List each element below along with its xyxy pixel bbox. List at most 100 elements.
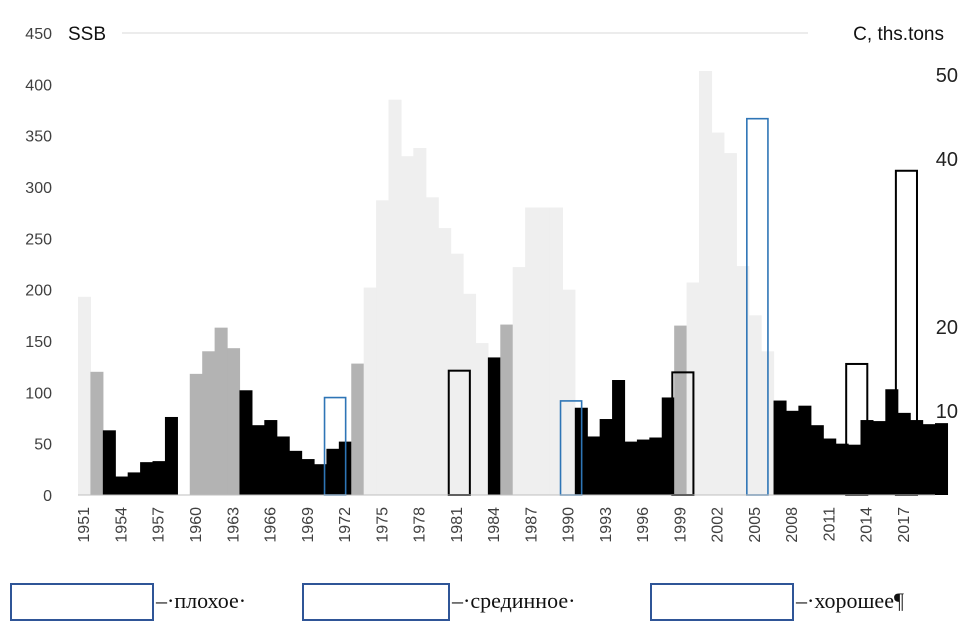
ssb-bar-1985 <box>500 324 514 495</box>
ssb-bar-1975 <box>376 200 390 495</box>
right-tick-10: 10 <box>936 401 958 423</box>
ssb-bar-1967 <box>276 436 290 495</box>
right-tick-20: 20 <box>936 317 958 339</box>
ssb-bar-1979 <box>425 197 439 495</box>
ssb-bar-1963 <box>227 348 241 495</box>
x-tick-1966: 1966 <box>263 507 280 543</box>
ssb-bar-1954 <box>115 476 129 495</box>
legend-label-good: –·хорошее¶ <box>796 588 904 613</box>
ssb-bar-1984 <box>487 357 501 495</box>
left-tick-50: 50 <box>34 437 52 454</box>
ssb-bar-1969 <box>301 459 315 495</box>
x-tick-1951: 1951 <box>76 507 93 543</box>
ssb-bar-1953 <box>102 430 116 495</box>
chart: 0 50 100 150 200 250 300 350 400 450 10 20 40 50 195… <box>25 24 958 543</box>
left-tick-250: 250 <box>25 231 52 248</box>
legend-label-medium: –·срединное· <box>452 588 576 613</box>
ssb-bar-2003 <box>723 153 737 495</box>
x-tick-1984: 1984 <box>486 507 503 543</box>
legend-swatch-medium <box>302 583 450 621</box>
ssb-bar-1952 <box>90 371 104 495</box>
ssb-bar-1992 <box>587 436 601 495</box>
x-tick-1999: 1999 <box>672 507 689 543</box>
ssb-bar-2010 <box>810 425 824 495</box>
legend: –·плохое· –·срединное· –·хорошее¶ <box>0 578 965 628</box>
ssb-bar-1973 <box>351 363 365 495</box>
ssb-bar-1986 <box>512 267 526 495</box>
ssb-bar-1968 <box>289 450 303 495</box>
legend-swatch-good <box>650 583 794 621</box>
left-tick-450: 450 <box>25 26 52 43</box>
ssb-bar-1951 <box>78 296 92 495</box>
ssb-bar-1965 <box>251 425 265 495</box>
ssb-bar-2008 <box>785 410 799 495</box>
ssb-bar-1996 <box>636 439 650 495</box>
ssb-bar-2011 <box>823 438 837 495</box>
x-tick-1981: 1981 <box>449 507 466 543</box>
left-tick-400: 400 <box>25 77 52 94</box>
ssb-bar-1964 <box>239 390 253 495</box>
ssb-bar-1971 <box>326 448 340 495</box>
legend-swatch-poor <box>10 583 154 621</box>
ssb-bar-1955 <box>127 472 141 495</box>
right-axis-title: C, ths.tons <box>853 24 944 45</box>
x-tick-2014: 2014 <box>859 507 876 543</box>
right-tick-40: 40 <box>936 149 958 171</box>
x-tick-1993: 1993 <box>598 507 615 543</box>
x-tick-1963: 1963 <box>225 507 242 543</box>
left-tick-100: 100 <box>25 385 52 402</box>
ssb-bar-1958 <box>164 416 178 495</box>
ssb-bar-2017 <box>897 412 911 495</box>
ssb-bar-1995 <box>624 441 638 495</box>
x-tick-1996: 1996 <box>635 507 652 543</box>
ssb-bar-1977 <box>400 156 414 495</box>
ssb-bar-1994 <box>612 380 626 495</box>
ssb-bar-1997 <box>649 437 663 495</box>
left-tick-200: 200 <box>25 283 52 300</box>
ssb-bars <box>78 70 949 496</box>
x-tick-2005: 2005 <box>747 507 764 543</box>
x-tick-1975: 1975 <box>374 507 391 543</box>
x-axis-ticks: 1951 1954 1957 1960 1963 1966 1969 1972 1975 1978… <box>76 507 913 543</box>
legend-label-poor: –·плохое· <box>156 588 247 613</box>
x-tick-2011: 2011 <box>821 507 838 542</box>
x-tick-1978: 1978 <box>412 507 429 543</box>
right-tick-50: 50 <box>936 65 958 87</box>
left-tick-0: 0 <box>43 488 52 505</box>
ssb-bar-2001 <box>699 70 713 496</box>
ssb-bar-2019 <box>922 424 936 495</box>
ssb-bar-2007 <box>773 400 787 495</box>
left-tick-150: 150 <box>25 334 52 351</box>
ssb-bar-1993 <box>599 419 613 495</box>
left-axis-ticks: 0 50 100 150 200 250 300 350 400 450 <box>25 26 52 505</box>
ssb-bar-1957 <box>152 461 166 495</box>
x-tick-1954: 1954 <box>113 507 130 543</box>
left-tick-350: 350 <box>25 129 52 146</box>
x-tick-1957: 1957 <box>151 507 168 543</box>
ssb-bar-1956 <box>140 462 154 495</box>
ssb-bar-1981 <box>450 253 464 495</box>
ssb-bar-1976 <box>388 99 402 495</box>
ssb-bar-1978 <box>413 147 427 496</box>
ssb-bar-1974 <box>363 287 377 495</box>
x-tick-1960: 1960 <box>188 507 205 543</box>
x-tick-1972: 1972 <box>337 507 354 543</box>
ssb-bar-2015 <box>872 421 886 495</box>
x-tick-2017: 2017 <box>896 507 913 543</box>
x-tick-1969: 1969 <box>300 507 317 543</box>
x-tick-2002: 2002 <box>710 507 727 543</box>
ssb-bar-2005 <box>748 315 762 495</box>
ssb-bar-1960 <box>189 373 203 495</box>
ssb-bar-1988 <box>537 207 551 495</box>
ssb-bar-1999 <box>674 325 688 495</box>
ssb-bar-undefined <box>935 423 949 495</box>
x-tick-1987: 1987 <box>523 507 540 543</box>
x-tick-2008: 2008 <box>784 507 801 543</box>
ssb-bar-1990 <box>562 289 576 495</box>
left-axis-title: SSB <box>68 24 106 45</box>
ssb-bar-1961 <box>202 351 216 495</box>
ssb-bar-1987 <box>525 207 539 495</box>
ssb-bar-1983 <box>475 343 489 495</box>
ssb-bar-2002 <box>711 132 725 495</box>
right-axis-ticks: 10 20 40 50 <box>936 65 958 423</box>
